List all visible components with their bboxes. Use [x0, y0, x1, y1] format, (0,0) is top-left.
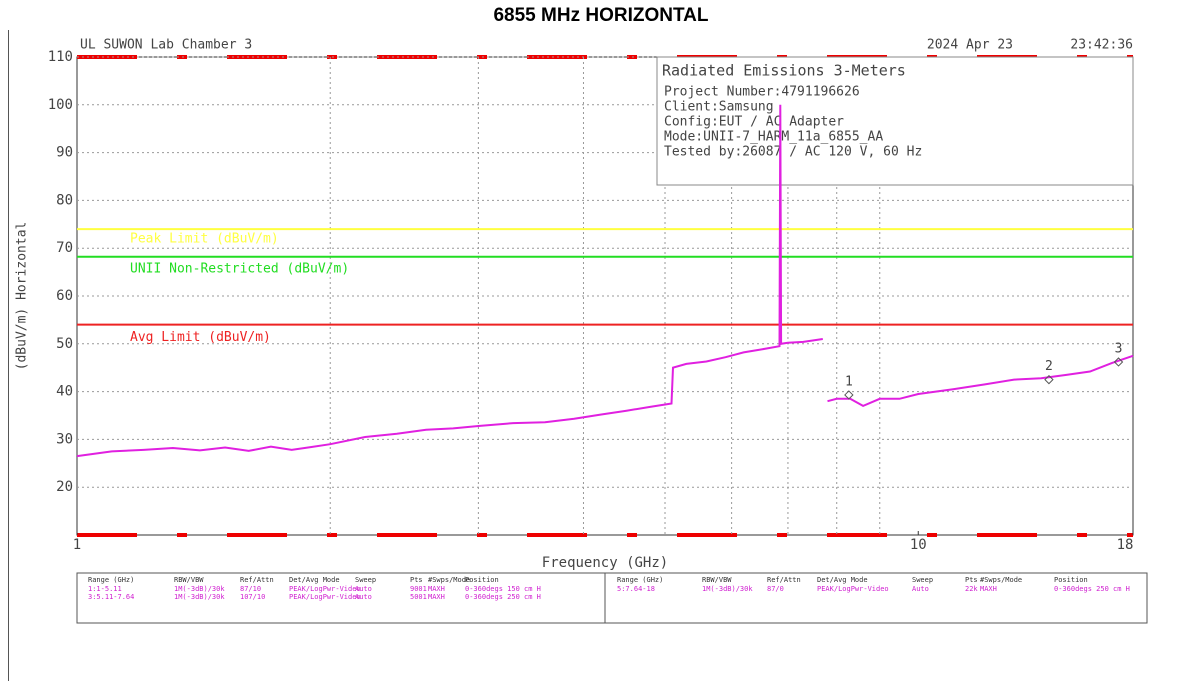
marker: [844, 390, 854, 400]
y-tick-label: 50: [56, 336, 73, 352]
table-cell: 0-360degs 250 cm H: [1054, 585, 1130, 593]
chart-title: 6855 MHz HORIZONTAL: [493, 5, 708, 26]
table-header: Position: [465, 576, 499, 584]
table-header: Range (GHz): [88, 576, 134, 584]
limit-label: Avg Limit (dBuV/m): [130, 330, 271, 345]
table-header: #Swps/Mode: [980, 576, 1022, 584]
table-cell: 22k: [965, 585, 978, 593]
y-tick-label: 80: [56, 192, 73, 208]
table-cell: 1:1-5.11: [88, 585, 122, 593]
y-tick-label: 70: [56, 240, 73, 256]
table-cell: PEAK/LogPwr-Video: [289, 593, 361, 601]
table-cell: 3:5.11-7.64: [88, 593, 134, 601]
info-line: Config:EUT / AC Adapter: [664, 115, 844, 130]
table-cell: 5:7.64-18: [617, 585, 655, 593]
table-header: Sweep: [355, 576, 376, 584]
table-cell: MAXH: [980, 585, 997, 593]
table-cell: 1M(-3dB)/30k: [174, 585, 225, 593]
table-cell: 0-360degs 150 cm H: [465, 585, 541, 593]
table-header: RBW/VBW: [702, 576, 732, 584]
table-cell: 0-360degs 250 cm H: [465, 593, 541, 601]
y-tick-label: 110: [48, 49, 73, 65]
table-cell: 1M(-3dB)/30k: [702, 585, 753, 593]
table-header: Det/Avg Mode: [289, 576, 340, 584]
table-cell: Auto: [355, 585, 372, 593]
info-title: Radiated Emissions 3-Meters: [662, 62, 906, 80]
limit-label: UNII Non-Restricted (dBuV/m): [130, 261, 349, 276]
marker: [1113, 357, 1124, 367]
info-line: Mode:UNII-7_HARM_11a_6855_AA: [664, 130, 883, 145]
info-box: [656, 56, 1134, 186]
table-header: Ref/Attn: [767, 576, 801, 584]
table-cell: Auto: [355, 593, 372, 601]
y-tick-label: 60: [56, 288, 73, 304]
x-axis-label: Frequency (GHz): [542, 555, 668, 571]
table-cell: 5001: [410, 593, 427, 601]
table-cell: PEAK/LogPwr-Video: [289, 585, 361, 593]
header-left: UL SUWON Lab Chamber 3: [80, 38, 252, 53]
table-header: Pts: [965, 576, 978, 584]
table-header: Sweep: [912, 576, 933, 584]
marker-label: 3: [1115, 341, 1123, 356]
x-tick-label: 1: [73, 537, 81, 553]
table-cell: 87/0: [767, 585, 784, 593]
header-date: 2024 Apr 23: [927, 38, 1013, 53]
table-cell: 1M(-3dB)/30k: [174, 593, 225, 601]
x-tick-label: 18: [1117, 537, 1134, 553]
table-header: RBW/VBW: [174, 576, 204, 584]
marker: [1044, 374, 1054, 385]
settings-table: [604, 572, 1148, 624]
y-tick-label: 90: [56, 145, 73, 161]
table-cell: 9001: [410, 585, 427, 593]
table-cell: MAXH: [428, 593, 445, 601]
info-line: Tested by:26087 / AC 120 V, 60 Hz: [664, 145, 922, 160]
marker-label: 1: [845, 374, 853, 389]
trace: [76, 104, 1134, 458]
y-tick-label: 30: [56, 431, 73, 447]
table-header: Det/Avg Mode: [817, 576, 868, 584]
info-line: Project Number:4791196626: [664, 85, 860, 100]
table-header: Pts: [410, 576, 423, 584]
table-cell: 87/10: [240, 585, 261, 593]
table-header: #Swps/Mode: [428, 576, 470, 584]
y-tick-label: 100: [48, 97, 73, 113]
table-cell: 107/10: [240, 593, 265, 601]
info-line: Client:Samsung: [664, 100, 774, 115]
table-header: Range (GHz): [617, 576, 663, 584]
table-cell: PEAK/LogPwr-Video: [817, 585, 889, 593]
table-header: Ref/Attn: [240, 576, 274, 584]
marker-label: 2: [1045, 359, 1053, 374]
table-header: Position: [1054, 576, 1088, 584]
limit-label: Peak Limit (dBuV/m): [130, 232, 279, 247]
y-axis-label: (dBuV/m) Horizontal: [15, 222, 30, 371]
y-tick-label: 40: [56, 384, 73, 400]
header-time: 23:42:36: [1070, 38, 1133, 53]
y-tick-label: 20: [56, 479, 73, 495]
table-cell: Auto: [912, 585, 929, 593]
table-cell: MAXH: [428, 585, 445, 593]
x-tick-label: 10: [910, 537, 927, 553]
